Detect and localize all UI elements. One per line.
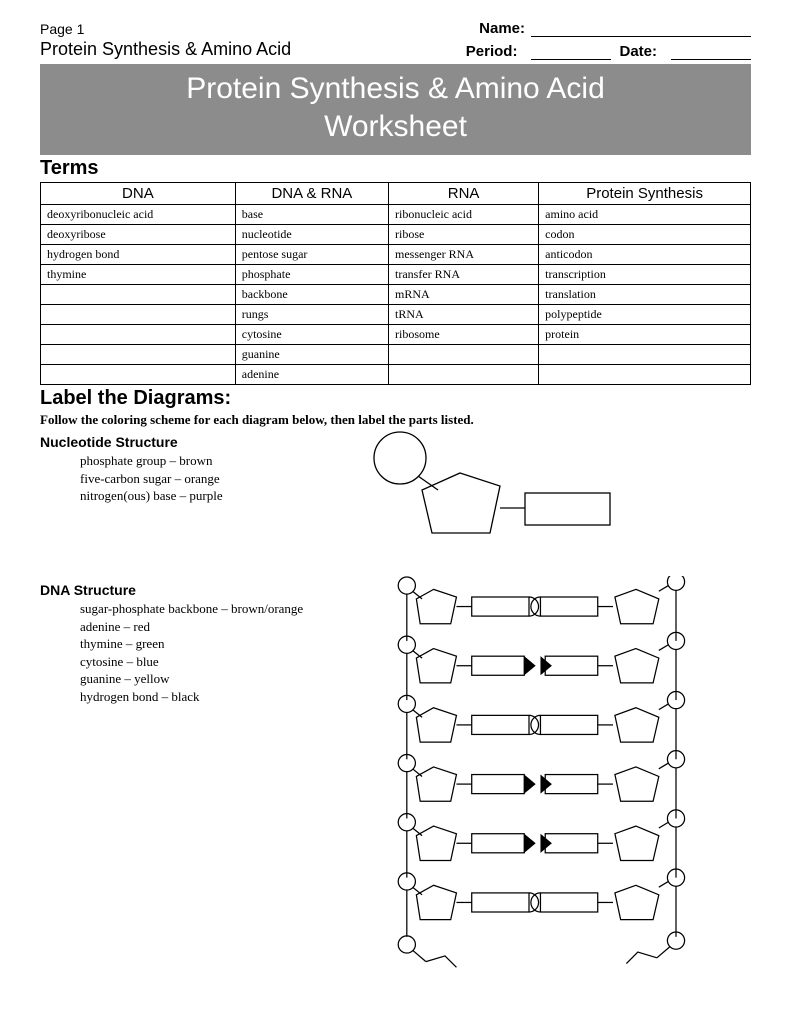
name-field[interactable]: Name: [479,20,751,37]
dna-rung [398,869,684,920]
dna-rung [398,692,684,743]
terms-table: DNA DNA & RNA RNA Protein Synthesis deox… [40,182,751,385]
dna-rung [398,810,684,861]
period-date-block: Period: Date: [466,43,751,60]
period-blank[interactable] [531,59,611,60]
terms-body: deoxyribonucleic acidbaseribonucleic aci… [41,205,751,385]
page-number: Page 1 [40,21,84,37]
list-item: phosphate group – brown [80,452,360,470]
dna-text: DNA Structure sugar-phosphate backbone –… [40,576,360,705]
dna-rung [398,751,684,802]
table-row: thyminephosphatetransfer RNAtranscriptio… [41,265,751,285]
table-row: backbonemRNAtranslation [41,285,751,305]
dna-diagram [380,576,720,996]
dna-rung [398,632,684,683]
pentagon-sugar-icon [422,473,500,533]
nucleotide-diagram [360,428,620,558]
list-item: guanine – yellow [80,670,360,688]
dna-list: sugar-phosphate backbone – brown/orange … [80,600,360,705]
terms-header-row: DNA DNA & RNA RNA Protein Synthesis [41,183,751,205]
col-protein: Protein Synthesis [539,183,751,205]
banner-line2: Worksheet [40,108,751,146]
name-blank[interactable] [531,36,751,37]
list-item: sugar-phosphate backbone – brown/orange [80,600,360,618]
col-rna: RNA [389,183,539,205]
table-row: adenine [41,365,751,385]
dna-heading: DNA Structure [40,582,360,598]
dna-row: DNA Structure sugar-phosphate backbone –… [40,576,751,996]
label-instruction: Follow the coloring scheme for each diag… [40,412,751,428]
title-banner: Protein Synthesis & Amino Acid Worksheet [40,64,751,155]
list-item: cytosine – blue [80,653,360,671]
dna-rung [398,576,684,624]
table-row: deoxyribosenucleotideribosecodon [41,225,751,245]
label-heading: Label the Diagrams: [40,387,751,410]
terms-heading: Terms [40,157,751,180]
table-row: hydrogen bondpentose sugarmessenger RNAa… [41,245,751,265]
list-item: hydrogen bond – black [80,688,360,706]
nucleotide-heading: Nucleotide Structure [40,434,360,450]
nucleotide-row: Nucleotide Structure phosphate group – b… [40,428,751,558]
table-row: cytosineribosomeprotein [41,325,751,345]
date-blank[interactable] [671,59,751,60]
base-rect-icon [525,493,610,525]
header-row-1: Page 1 Name: [40,20,751,37]
col-dna-rna: DNA & RNA [235,183,388,205]
col-dna: DNA [41,183,236,205]
period-label: Period: [466,43,518,60]
date-label: Date: [619,43,657,60]
name-label: Name: [479,20,525,37]
table-row: deoxyribonucleic acidbaseribonucleic aci… [41,205,751,225]
list-item: thymine – green [80,635,360,653]
table-row: guanine [41,345,751,365]
nucleotide-list: phosphate group – brown five-carbon suga… [80,452,360,505]
nucleotide-text: Nucleotide Structure phosphate group – b… [40,428,360,505]
list-item: adenine – red [80,618,360,636]
list-item: nitrogen(ous) base – purple [80,487,360,505]
doc-subtitle: Protein Synthesis & Amino Acid [40,39,291,60]
banner-line1: Protein Synthesis & Amino Acid [40,70,751,108]
header-row-2: Protein Synthesis & Amino Acid Period: D… [40,39,751,60]
table-row: rungstRNApolypeptide [41,305,751,325]
list-item: five-carbon sugar – orange [80,470,360,488]
